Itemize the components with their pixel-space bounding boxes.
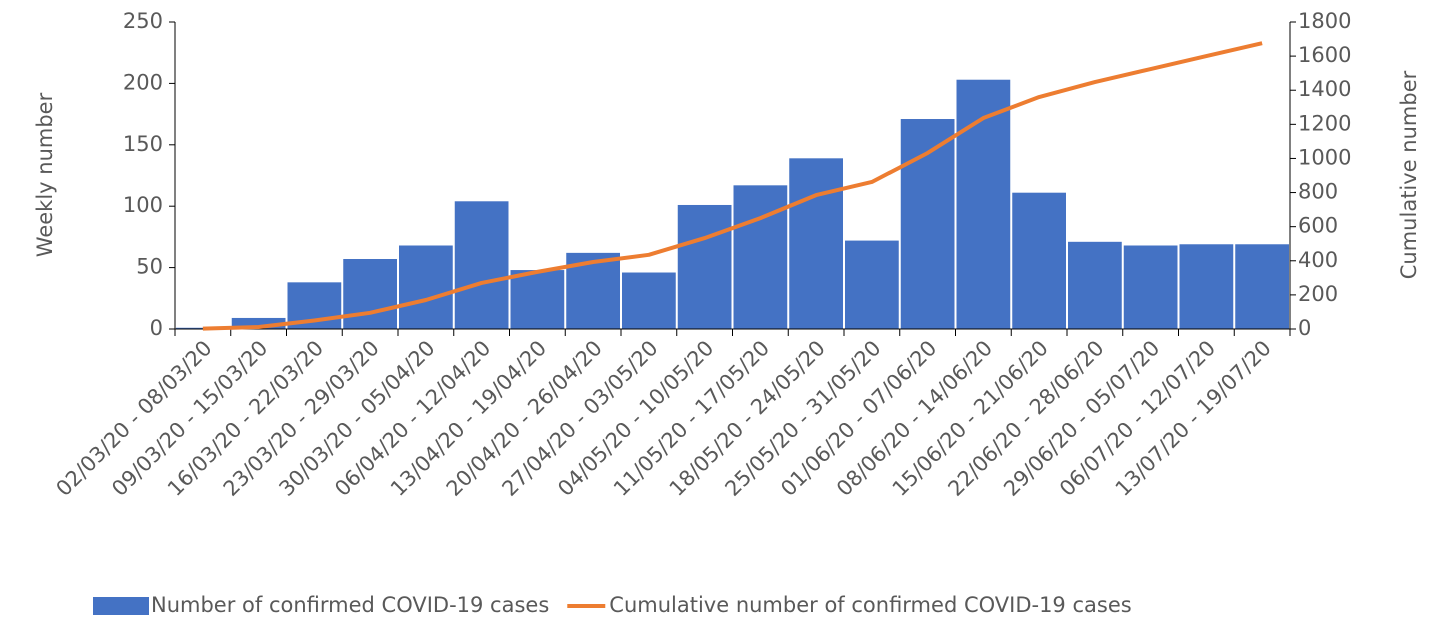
y2-tick-label: 1200 xyxy=(1298,111,1351,135)
bar xyxy=(789,158,843,329)
bar xyxy=(343,259,397,329)
y2-tick-label: 200 xyxy=(1298,282,1338,306)
bar xyxy=(845,240,899,329)
y2-tick-label: 800 xyxy=(1298,180,1338,204)
bar xyxy=(1123,245,1178,329)
bar xyxy=(399,245,453,329)
bar xyxy=(677,204,732,329)
bar xyxy=(1068,241,1122,329)
y2-axis-title: Cumulative number xyxy=(1397,70,1421,279)
bar xyxy=(454,201,509,329)
y2-tick-label: 600 xyxy=(1298,214,1338,238)
y-tick-label: 200 xyxy=(123,70,163,94)
y-axis-title: Weekly number xyxy=(33,92,57,257)
bar xyxy=(510,270,565,329)
y2-tick-label: 1400 xyxy=(1298,77,1351,101)
y-tick-label: 0 xyxy=(150,316,163,340)
y-tick-label: 150 xyxy=(123,132,163,156)
bar xyxy=(900,119,955,330)
legend-label: Cumulative number of confirmed COVID-19 … xyxy=(609,593,1131,617)
legend-swatch xyxy=(93,597,149,615)
bar xyxy=(231,317,286,329)
y2-tick-label: 400 xyxy=(1298,248,1338,272)
bar xyxy=(1012,192,1066,329)
y2-tick-label: 1000 xyxy=(1298,145,1351,169)
bar xyxy=(733,185,788,329)
y2-tick-label: 1800 xyxy=(1298,9,1351,33)
y-tick-label: 50 xyxy=(136,255,163,279)
line xyxy=(202,41,1263,331)
bar xyxy=(1235,244,1289,329)
y-tick-label: 100 xyxy=(123,193,163,217)
y-tick-label: 250 xyxy=(123,9,163,33)
bar xyxy=(1179,244,1234,329)
legend-label: Number of confirmed COVID-19 cases xyxy=(151,593,549,617)
bar xyxy=(956,79,1011,329)
bar xyxy=(622,272,676,329)
y2-tick-label: 0 xyxy=(1298,316,1311,340)
y2-tick-label: 1600 xyxy=(1298,43,1351,67)
